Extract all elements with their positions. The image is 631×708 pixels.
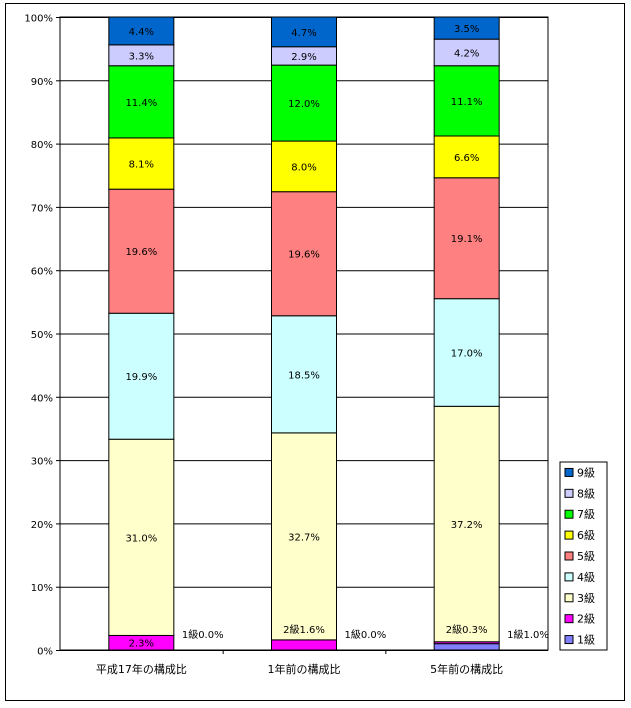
legend-label: 6級 — [577, 529, 595, 542]
bar-segment — [271, 432, 337, 641]
bar-segment — [271, 191, 337, 317]
legend-label: 8級 — [577, 487, 595, 500]
y-axis-ticks: 0% 10% 20% 30% 40% 50% 60% 70% 80% 90% 100% — [24, 14, 53, 658]
y-tick-label: 60% — [31, 267, 53, 278]
y-tick-label: 70% — [31, 203, 53, 214]
data-label: 1級1.0% — [507, 628, 549, 641]
bars — [108, 16, 500, 651]
data-label: 3.3% — [129, 51, 154, 62]
legend-swatch — [564, 593, 574, 603]
data-label: 2級0.3% — [446, 623, 488, 636]
data-label: 19.1% — [451, 234, 483, 245]
data-label: 2級1.6% — [283, 623, 325, 636]
legend-label: 7級 — [577, 508, 595, 521]
bar-segment — [271, 16, 337, 48]
bar-segment — [271, 315, 337, 434]
data-label: 32.7% — [288, 532, 320, 543]
legend-label: 5級 — [577, 550, 595, 563]
data-labels: 1級0.0% 2.3% 31.0% 19.9% 19.6% 8.1% 11.4% 3.3% 4.… — [125, 24, 549, 650]
legend-swatch — [564, 551, 574, 561]
legend-label: 2級 — [577, 613, 595, 626]
bar-segment — [433, 177, 500, 300]
legend-label: 9級 — [577, 466, 595, 479]
category-label: 平成17年の構成比 — [96, 662, 187, 676]
data-label: 19.6% — [125, 247, 157, 258]
legend-swatch — [564, 488, 574, 498]
bar-segment — [433, 135, 500, 179]
data-label: 1級0.0% — [182, 628, 224, 641]
bar-segment — [433, 405, 500, 643]
data-label: 19.9% — [125, 372, 157, 383]
y-tick-label: 100% — [24, 14, 53, 25]
data-label: 8.0% — [291, 162, 316, 173]
y-tick-label: 40% — [31, 393, 53, 404]
data-label: 31.0% — [125, 533, 157, 544]
bar-segment — [271, 140, 337, 193]
data-label: 8.1% — [129, 160, 154, 171]
legend-swatch — [564, 530, 574, 540]
bar-segment — [271, 639, 337, 651]
category-label: 5年前の構成比 — [430, 662, 503, 676]
y-tick-label: 30% — [31, 457, 53, 468]
legend-swatch — [564, 509, 574, 519]
legend: 9級 8級 7級 6級 5級 4級 3級 2級 1級 — [559, 461, 608, 651]
bar-segment — [433, 643, 500, 651]
legend-swatch — [564, 614, 574, 624]
legend-label: 4級 — [577, 571, 595, 584]
legend-swatch — [564, 467, 574, 477]
bar-segment — [108, 312, 175, 440]
data-label: 6.6% — [454, 153, 479, 164]
bar-segment — [433, 38, 500, 67]
data-label: 37.2% — [451, 520, 483, 531]
bar-segment — [108, 65, 175, 139]
bar-segment — [433, 16, 500, 40]
data-label: 2.3% — [129, 639, 154, 650]
data-label: 2.9% — [291, 52, 316, 63]
category-label: 1年前の構成比 — [268, 662, 341, 676]
bar-segment — [108, 188, 175, 314]
bar-segment — [108, 16, 175, 46]
y-tick-label: 10% — [31, 583, 53, 594]
legend-swatch — [564, 572, 574, 582]
y-tick-label: 80% — [31, 140, 53, 151]
bar-segment — [108, 438, 175, 636]
data-label: 18.5% — [288, 370, 320, 381]
y-tick-label: 20% — [31, 520, 53, 531]
bar-segment — [433, 65, 500, 137]
data-label: 4.7% — [291, 28, 316, 39]
data-label: 19.6% — [288, 250, 320, 261]
legend-label: 1級 — [577, 634, 595, 647]
legend-swatch — [564, 635, 574, 645]
y-tick-label: 90% — [31, 77, 53, 88]
y-tick-label: 50% — [31, 330, 53, 341]
y-tick-label: 0% — [37, 647, 53, 658]
data-label: 4.4% — [129, 27, 154, 38]
data-label: 12.0% — [288, 99, 320, 110]
data-label: 11.1% — [451, 97, 483, 108]
data-label: 4.2% — [454, 48, 479, 59]
bar-segment — [271, 64, 337, 142]
bar-segment — [433, 298, 500, 407]
legend-label: 3級 — [577, 592, 595, 605]
bar-segment — [108, 137, 175, 190]
data-label: 3.5% — [454, 24, 479, 35]
data-label: 1級0.0% — [345, 628, 387, 641]
data-label: 17.0% — [451, 348, 483, 359]
x-axis-categories: 平成17年の構成比 1年前の構成比 5年前の構成比 — [96, 662, 503, 676]
data-label: 11.4% — [125, 98, 157, 109]
